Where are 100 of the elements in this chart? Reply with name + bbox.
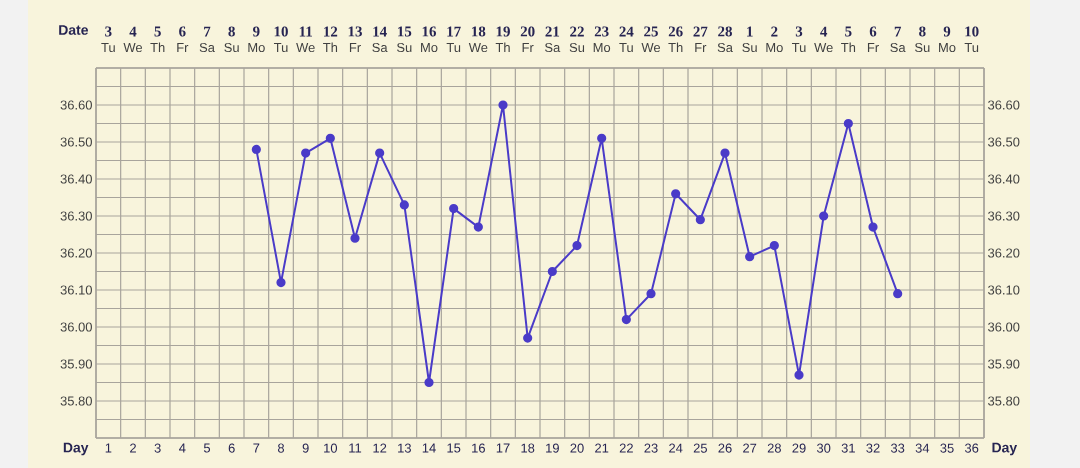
y-tick-label: 35.80 <box>60 396 92 406</box>
point <box>695 215 705 225</box>
x2-tick-label: 22 <box>570 26 584 37</box>
x2-axis-title: Date <box>59 25 88 35</box>
text: We <box>814 43 833 53</box>
text: Fr <box>695 43 707 52</box>
x-tick-label: 36 <box>964 443 979 453</box>
x-axis-title: Day <box>63 442 89 456</box>
x-tick-label: 10 <box>324 443 338 453</box>
text: Fr <box>522 43 534 52</box>
x-tick-label: 7 <box>253 443 260 453</box>
text: Mo <box>766 43 783 53</box>
text: Su <box>915 42 930 53</box>
point <box>621 315 631 325</box>
point <box>843 118 853 129</box>
text: Th <box>323 42 338 52</box>
y2-tick-label: 36.40 <box>988 174 1020 184</box>
x2-tick-label: 24 <box>619 26 634 37</box>
text: Su <box>569 42 585 53</box>
point <box>276 278 286 288</box>
text: Day <box>992 442 1018 456</box>
text: Tu <box>964 43 979 53</box>
x-tick-label: 6 <box>228 443 235 453</box>
x-tick-label: 3 <box>154 443 161 453</box>
x-tick-label: 34 <box>915 443 930 453</box>
y-tick-label: 36.30 <box>60 211 92 221</box>
x2-tick-label: 6 <box>179 26 186 37</box>
x2-tick-label: 21 <box>545 26 560 37</box>
point <box>251 144 261 154</box>
x-tick-label: 16 <box>472 443 485 453</box>
x2-tick-label: 5 <box>154 26 161 37</box>
point <box>597 133 607 143</box>
x2-tick-label: 3 <box>105 26 112 37</box>
x2-tick-label: 16 <box>422 26 437 37</box>
x2-tick-label: 17 <box>447 26 461 37</box>
x-tick-label: 14 <box>422 443 436 453</box>
x2-tick-label: 25 <box>644 26 658 37</box>
text: Fr <box>867 43 879 52</box>
x-tick-label: 8 <box>277 443 285 453</box>
x-tick-label: 15 <box>447 443 461 453</box>
text: Mo <box>248 43 265 53</box>
x2-tick-label: 23 <box>594 26 609 37</box>
x2-tick-label: 8 <box>228 26 235 37</box>
x-tick-label: 19 <box>546 443 559 453</box>
x2-tick-label: 7 <box>894 26 902 37</box>
text: We <box>468 43 488 53</box>
text: We <box>296 43 315 53</box>
x-tick-label: 9 <box>302 443 309 453</box>
text: Su <box>742 42 757 53</box>
text: Sa <box>372 42 388 53</box>
x-tick-label: 1 <box>105 443 112 453</box>
point <box>819 211 829 221</box>
x-tick-label: 33 <box>890 443 905 453</box>
text: Su <box>397 42 412 53</box>
x-tick-label: 23 <box>644 443 658 453</box>
x-tick-label: 21 <box>595 443 609 453</box>
x2-tick-label: 26 <box>668 26 683 37</box>
point <box>449 204 459 214</box>
y-tick-label: 36.00 <box>60 322 92 332</box>
x-tick-label: 28 <box>767 443 781 453</box>
x2-tick-label: 20 <box>520 26 535 37</box>
x-tick-label: 32 <box>866 443 880 453</box>
text: Sa <box>545 42 561 53</box>
x2-tick-label: 12 <box>324 26 338 37</box>
point <box>745 252 755 262</box>
x-tick-label: 22 <box>619 443 633 453</box>
point <box>424 377 434 388</box>
x-tick-label: 17 <box>496 443 510 453</box>
x-tick-label: 29 <box>792 443 806 453</box>
text: Sa <box>890 42 906 53</box>
text: Th <box>841 42 856 52</box>
y2-tick-label: 35.80 <box>988 396 1020 406</box>
y-tick-label: 36.50 <box>60 137 92 147</box>
x-tick-label: 31 <box>841 443 855 453</box>
x2-tick-label: 4 <box>129 26 137 37</box>
point <box>325 133 335 143</box>
point <box>769 241 779 251</box>
x-tick-label: 30 <box>816 443 831 453</box>
text: Mo <box>421 43 438 53</box>
point <box>301 148 311 158</box>
x2-tick-label: 6 <box>869 26 877 37</box>
point <box>893 289 903 299</box>
point <box>399 200 409 210</box>
point <box>350 233 360 243</box>
text: Tu <box>273 43 288 53</box>
point <box>671 189 681 199</box>
text: Tu <box>791 43 806 53</box>
text: Mo <box>593 43 611 53</box>
x2-tick-label: 11 <box>299 26 312 37</box>
x2-tick-label: 15 <box>398 26 412 37</box>
y2-tick-label: 36.10 <box>988 285 1020 295</box>
x-tick-label: 12 <box>373 443 387 453</box>
x-tick-label: 13 <box>398 443 411 453</box>
y-tick-label: 36.10 <box>60 285 92 295</box>
x2-tick-label: 9 <box>253 26 260 37</box>
text: We <box>641 43 661 53</box>
text: Fr <box>349 43 361 52</box>
x2-tick-label: 28 <box>718 26 732 37</box>
y-tick-label: 36.40 <box>60 174 92 184</box>
point <box>646 289 656 299</box>
